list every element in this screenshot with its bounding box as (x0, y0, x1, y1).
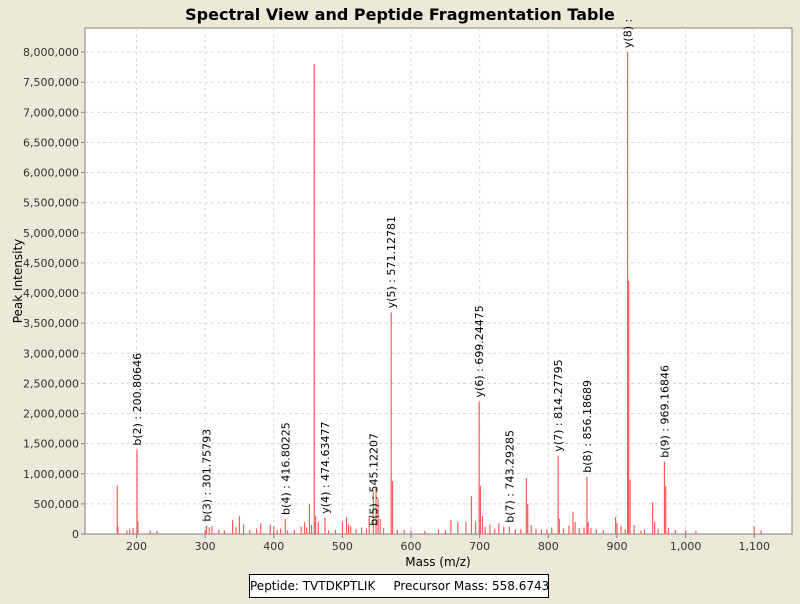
x-tick-label: 500 (332, 540, 353, 553)
peak-annotations: b(2) : 200.80646 b(3) : 301.75793 b(4) : 4… (131, 19, 671, 526)
peak-annotation-label: b(8) : 856.18689 (581, 380, 594, 473)
peak-annotation-label: y(8) : (622, 19, 635, 48)
x-tick-label: 600 (401, 540, 422, 553)
x-tick-label: 400 (263, 540, 284, 553)
y-tick-label: 7,000,000 (23, 106, 79, 119)
y-tick-label: 1,000,000 (23, 468, 79, 481)
y-tick-label: 8,000,000 (23, 46, 79, 59)
y-tick-label: 5,000,000 (23, 227, 79, 240)
y-tick-label: 500,000 (34, 498, 80, 511)
peak-annotation-label: b(3) : 301.75793 (200, 429, 213, 522)
x-tick-label: 1,000 (670, 540, 702, 553)
peak-annotation-label: y(5) : 571.12781 (385, 216, 398, 308)
grid-lines (85, 28, 792, 534)
y-tick-label: 6,500,000 (23, 136, 79, 149)
y-tick-label: 0 (72, 528, 79, 541)
x-tick-label: 300 (195, 540, 216, 553)
x-axis-label: Mass (m/z) (405, 555, 470, 569)
y-tick-label: 4,500,000 (23, 257, 79, 270)
peak-annotation-label: y(4) : 474.63477 (319, 421, 332, 513)
chart-title: Spectral View and Peptide Fragmentation … (185, 5, 615, 24)
y-tick-label: 6,000,000 (23, 167, 79, 180)
legend: Peptide: TVTDKPTLIK Precursor Mass: 558.6… (249, 574, 549, 598)
x-tick-label: 1,100 (738, 540, 770, 553)
x-tick-label: 800 (538, 540, 559, 553)
legend-peptide: Peptide: TVTDKPTLIK (250, 579, 376, 593)
y-axis-label: Peak Intensity (11, 239, 25, 324)
y-tick-label: 3,500,000 (23, 317, 79, 330)
y-tick-label: 3,000,000 (23, 347, 79, 360)
peak-annotation-label: b(7) : 743.29285 (503, 430, 516, 523)
peak-annotation-label: y(7) : 814.27795 (552, 359, 565, 451)
peak-annotation-label: b(4) : 416.80225 (279, 422, 292, 515)
y-tick-label: 2,500,000 (23, 377, 79, 390)
peak-annotation-label: y(6) : 699.24475 (473, 305, 486, 397)
peak-annotation-label: b(5) : 545.12207 (367, 433, 380, 526)
y-tick-label: 5,500,000 (23, 197, 79, 210)
peak-annotation-label: b(2) : 200.80646 (131, 353, 144, 446)
y-tick-label: 4,000,000 (23, 287, 79, 300)
x-tick-label: 700 (469, 540, 490, 553)
peak-bars (116, 52, 762, 534)
y-tick-label: 2,000,000 (23, 408, 79, 421)
axes: 0 500,000 1,000,000 1,500,000 2,000,000 2,500… (23, 46, 770, 553)
legend-precursor-mass: Precursor Mass: 558.6743 (393, 579, 550, 593)
x-tick-label: 900 (606, 540, 627, 553)
y-tick-label: 1,500,000 (23, 438, 79, 451)
x-tick-label: 200 (126, 540, 147, 553)
y-tick-label: 7,500,000 (23, 76, 79, 89)
peak-annotation-label: b(9) : 969.16846 (658, 365, 671, 458)
